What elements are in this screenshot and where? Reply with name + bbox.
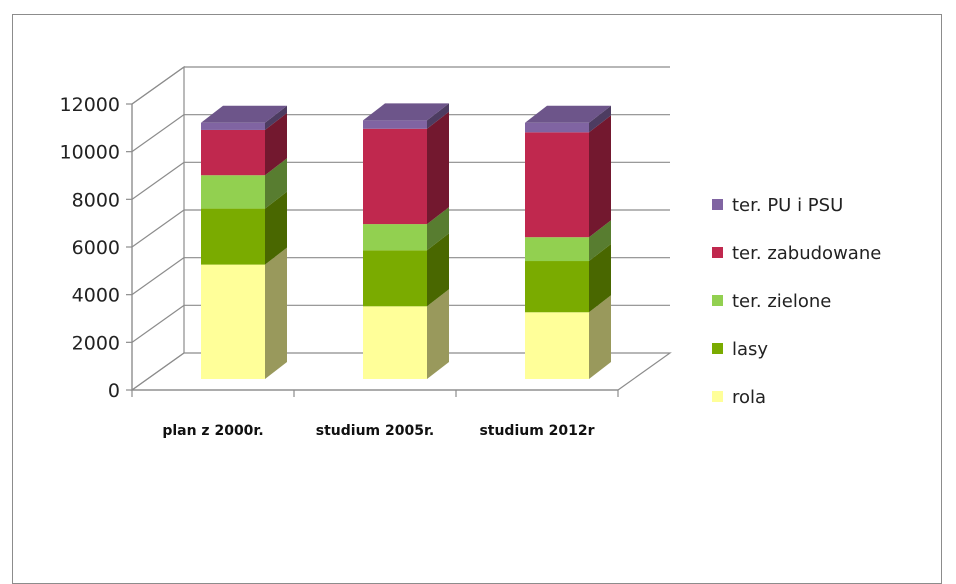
bar-segment [525, 115, 611, 238]
gridline-side [131, 161, 185, 200]
gridline-side [131, 209, 185, 248]
bar-segment [525, 220, 611, 262]
legend: ter. PU i PSU ter. zabudowane ter. zielone… [712, 195, 881, 408]
y-tick-label: 0 [108, 380, 120, 402]
bar-front [201, 122, 265, 130]
x-tick-label: plan z 2000r. [162, 423, 263, 439]
bar-segment [525, 244, 611, 313]
bar-front [201, 175, 265, 209]
bar-side [265, 191, 287, 265]
bar-segment [363, 207, 449, 251]
y-tick-label: 12000 [60, 94, 120, 116]
bar-side [589, 220, 611, 262]
bar-stack [525, 105, 611, 379]
x-axis: plan z 2000r. studium 2005r. studium 2012r [131, 389, 619, 439]
bar-side [265, 247, 287, 379]
legend-swatch [712, 391, 723, 402]
gridline-side [131, 114, 185, 153]
bar-segment [525, 295, 611, 379]
legend-item: rola [712, 387, 766, 408]
bar-front [525, 132, 589, 238]
bar-segment [201, 191, 287, 265]
legend-item: ter. PU i PSU [712, 195, 843, 216]
bar-segment [363, 103, 449, 129]
legend-swatch [712, 343, 723, 354]
y-tick-label: 4000 [72, 285, 120, 307]
legend-label: rola [732, 387, 766, 408]
bar-segment [525, 105, 611, 133]
bar-top [525, 105, 611, 123]
legend-item: ter. zabudowane [712, 243, 881, 264]
chart-frame [12, 14, 942, 584]
legend-swatch [712, 199, 723, 210]
bar-side [427, 111, 449, 225]
bars [201, 103, 611, 379]
bar-segment [201, 105, 287, 130]
bar-front [363, 306, 427, 379]
gridline-side [131, 66, 185, 105]
bar-side [589, 105, 611, 133]
legend-swatch [712, 247, 723, 258]
legend-swatch [712, 295, 723, 306]
bar-stack [363, 103, 449, 379]
legend-label: ter. zabudowane [732, 243, 881, 264]
bar-front [525, 312, 589, 379]
gridline-side [131, 304, 185, 343]
bar-front [363, 224, 427, 251]
legend-label: ter. PU i PSU [732, 195, 843, 216]
bar-front [201, 208, 265, 265]
bar-side [265, 158, 287, 209]
y-tick-label: 8000 [72, 189, 120, 211]
x-tick-label: studium 2005r. [316, 423, 434, 439]
bar-side [427, 233, 449, 307]
y-tick-label: 6000 [72, 237, 120, 259]
legend-item: ter. zielone [712, 291, 831, 312]
bar-front [363, 120, 427, 129]
legend-label: lasy [732, 339, 768, 360]
bar-side [427, 103, 449, 129]
bar-side [589, 295, 611, 379]
bar-segment [201, 112, 287, 176]
bar-front [525, 261, 589, 313]
bar-side [265, 112, 287, 176]
legend-label: ter. zielone [732, 291, 831, 312]
bar-front [201, 264, 265, 379]
bar-front [363, 250, 427, 307]
bar-top [363, 103, 449, 121]
y-axis: 0 2000 4000 6000 8000 10000 12000 [60, 94, 133, 402]
bar-segment [201, 247, 287, 379]
bar-segment [201, 158, 287, 209]
bar-stack [201, 105, 287, 379]
bar-front [201, 129, 265, 176]
bar-top [201, 105, 287, 123]
bar-front [525, 122, 589, 133]
y-tick-label: 2000 [72, 332, 120, 354]
bar-side [589, 115, 611, 238]
bar-side [427, 207, 449, 251]
legend-item: lasy [712, 339, 768, 360]
y-tick-label: 10000 [60, 142, 120, 164]
bar-segment [363, 111, 449, 225]
bar-side [589, 244, 611, 313]
bar-segment [363, 233, 449, 307]
bar-side [427, 289, 449, 379]
x-tick-label: studium 2012r [479, 423, 594, 439]
bar-side [265, 105, 287, 130]
bar-front [363, 128, 427, 225]
bar-front [525, 237, 589, 262]
bar-segment [363, 289, 449, 379]
gridline-side [131, 257, 185, 296]
